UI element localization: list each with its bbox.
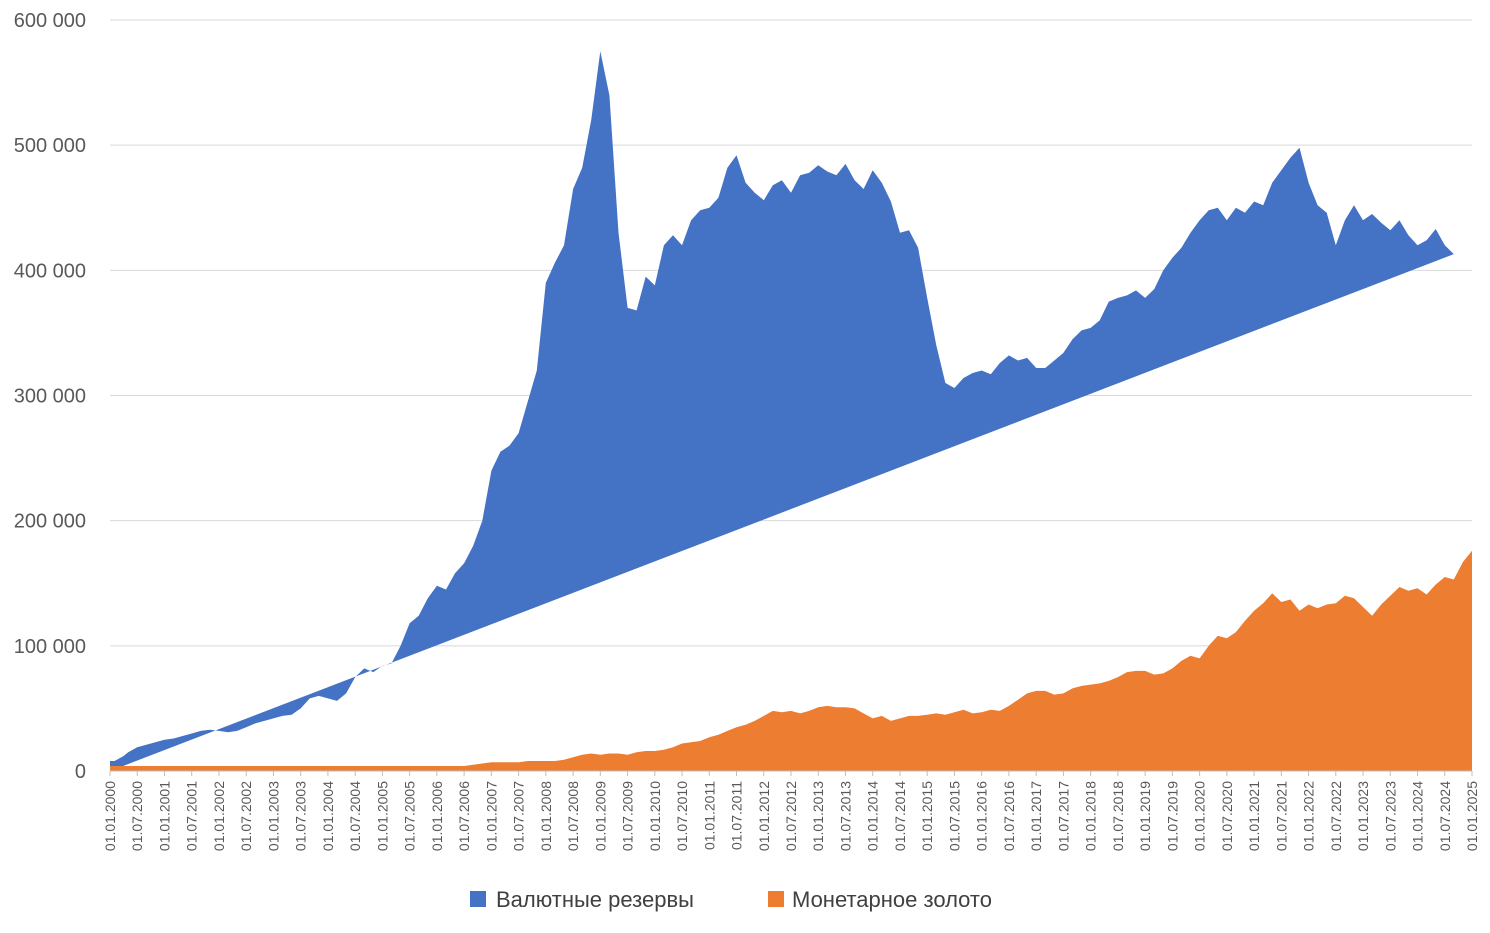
y-tick-label: 100 000 — [14, 636, 86, 658]
x-tick-label: 01.01.2021 — [1246, 781, 1262, 851]
x-tick-label: 01.07.2010 — [674, 781, 690, 851]
x-tick-label: 01.07.2022 — [1328, 781, 1344, 851]
x-tick-label: 01.01.2009 — [592, 781, 608, 851]
y-tick-label: 400 000 — [14, 260, 86, 282]
x-tick-label: 01.07.2009 — [620, 781, 636, 851]
x-tick-label: 01.01.2006 — [429, 781, 445, 851]
x-tick-label: 01.07.2011 — [729, 781, 745, 850]
x-tick-label: 01.07.2020 — [1219, 781, 1235, 851]
legend-label-gold: Монетарное золото — [792, 887, 992, 912]
x-tick-label: 01.07.2016 — [1001, 781, 1017, 851]
y-tick-label: 200 000 — [14, 511, 86, 533]
x-axis: 01.01.2000 01.07.2000 01.01.2001 01.07.2001… — [102, 770, 1480, 851]
legend-label-reserves: Валютные резервы — [496, 887, 694, 912]
x-tick-label: 01.01.2016 — [974, 781, 990, 851]
x-tick-label: 01.01.2000 — [102, 781, 118, 851]
x-tick-label: 01.01.2025 — [1464, 781, 1480, 851]
x-tick-label: 01.07.2024 — [1437, 781, 1453, 851]
y-tick-label: 0 — [75, 761, 86, 783]
x-tick-label: 01.01.2020 — [1192, 781, 1208, 851]
x-tick-label: 01.01.2001 — [156, 781, 172, 851]
x-tick-label: 01.01.2011 — [701, 781, 717, 850]
x-tick-label: 01.07.2006 — [456, 781, 472, 851]
x-tick-label: 01.07.2003 — [293, 781, 309, 851]
y-tick-label: 500 000 — [14, 135, 86, 157]
series-area-reserves — [110, 51, 1454, 772]
x-tick-label: 01.07.2015 — [946, 781, 962, 851]
x-tick-label: 01.01.2007 — [483, 781, 499, 851]
y-tick-label: 300 000 — [14, 386, 86, 408]
legend-swatch-gold — [768, 891, 784, 907]
x-tick-label: 01.01.2024 — [1410, 781, 1426, 851]
x-tick-label: 01.07.2021 — [1273, 781, 1289, 851]
legend-swatch-reserves — [470, 891, 486, 907]
x-tick-label: 01.01.2012 — [756, 781, 772, 851]
x-tick-label: 01.07.2007 — [511, 781, 527, 851]
x-tick-label: 01.07.2000 — [129, 781, 145, 851]
y-tick-label: 600 000 — [14, 10, 86, 32]
x-tick-label: 01.01.2004 — [320, 781, 336, 851]
x-tick-label: 01.07.2005 — [402, 781, 418, 851]
x-tick-label: 01.07.2018 — [1110, 781, 1126, 851]
x-tick-label: 01.01.2008 — [538, 781, 554, 851]
x-tick-label: 01.07.2013 — [837, 781, 853, 851]
x-tick-label: 01.07.2012 — [783, 781, 799, 851]
x-tick-label: 01.01.2023 — [1355, 781, 1371, 851]
x-tick-label: 01.07.2023 — [1382, 781, 1398, 851]
x-tick-label: 01.07.2002 — [238, 781, 254, 851]
x-tick-label: 01.01.2022 — [1301, 781, 1317, 851]
x-tick-label: 01.07.2001 — [184, 781, 200, 851]
x-tick-label: 01.01.2013 — [810, 781, 826, 851]
y-axis: 0 100 000 200 000 300 000 400 000 500 000 600 … — [14, 10, 86, 783]
x-tick-label: 01.01.2014 — [865, 781, 881, 851]
x-tick-label: 01.01.2017 — [1028, 781, 1044, 851]
x-tick-label: 01.07.2019 — [1164, 781, 1180, 851]
x-tick-label: 01.01.2003 — [265, 781, 281, 851]
plot-areas — [110, 51, 1472, 772]
series-area-gold — [110, 550, 1472, 771]
x-tick-label: 01.07.2014 — [892, 781, 908, 851]
x-tick-label: 01.07.2004 — [347, 781, 363, 851]
x-tick-label: 01.01.2015 — [919, 781, 935, 851]
x-tick-label: 01.07.2017 — [1055, 781, 1071, 851]
x-tick-label: 01.01.2005 — [374, 781, 390, 851]
x-tick-label: 01.07.2008 — [565, 781, 581, 851]
x-tick-label: 01.01.2018 — [1083, 781, 1099, 851]
x-tick-label: 01.01.2002 — [211, 781, 227, 851]
legend: Валютные резервы Монетарное золото — [470, 887, 992, 912]
x-tick-label: 01.01.2010 — [647, 781, 663, 851]
x-tick-label: 01.01.2019 — [1137, 781, 1153, 851]
